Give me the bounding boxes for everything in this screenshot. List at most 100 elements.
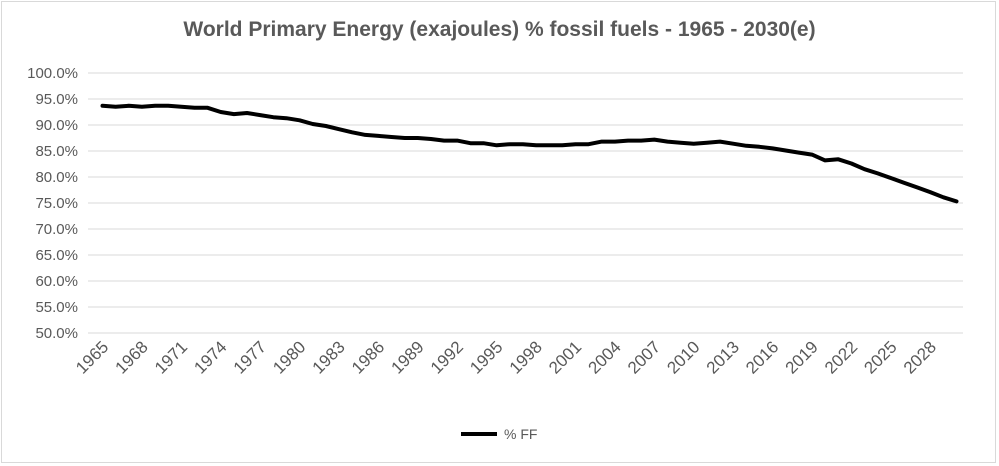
x-tick-label: 2004 <box>585 337 625 377</box>
data-point <box>403 136 407 140</box>
x-tick-label: 1971 <box>151 337 191 377</box>
y-tick-label: 75.0% <box>35 195 78 212</box>
data-point <box>915 185 919 189</box>
data-point <box>784 149 788 152</box>
y-tick-label: 60.0% <box>35 273 78 290</box>
data-point <box>232 112 236 116</box>
data-point <box>468 141 472 145</box>
x-tick-label: 1980 <box>269 337 309 377</box>
x-tick-label: 2025 <box>860 337 900 377</box>
data-point <box>114 105 118 109</box>
data-point <box>298 118 302 122</box>
data-point <box>271 115 275 119</box>
x-tick-label: 2016 <box>742 337 782 377</box>
x-tick-label: 2001 <box>545 337 585 377</box>
data-point <box>127 104 131 108</box>
data-point <box>245 111 249 115</box>
x-tick-label: 2019 <box>782 337 822 377</box>
x-tick-label: 2007 <box>624 337 664 377</box>
data-point <box>337 127 341 131</box>
data-point <box>521 142 525 146</box>
data-point <box>390 135 393 139</box>
data-point <box>534 143 538 147</box>
y-axis-ticks: 100.0% 95.0% 90.0% 85.0% 80.0% 75.0% 70.0% 65.0… <box>27 65 78 342</box>
y-tick-label: 90.0% <box>35 117 78 134</box>
x-tick-label: 1992 <box>427 337 467 377</box>
data-point <box>863 167 866 171</box>
data-point <box>560 143 564 147</box>
data-point <box>101 104 104 108</box>
data-point <box>941 195 945 199</box>
x-tick-label: 2010 <box>663 337 703 377</box>
x-tick-label: 1995 <box>466 337 506 377</box>
legend-label: % FF <box>504 426 537 442</box>
series-layer <box>100 103 959 204</box>
y-tick-label: 80.0% <box>35 169 78 186</box>
data-point <box>508 142 512 146</box>
x-tick-label: 1983 <box>309 337 349 377</box>
x-tick-label: 1989 <box>387 337 427 377</box>
data-point <box>731 142 735 146</box>
data-point <box>679 141 683 145</box>
data-point <box>324 124 328 128</box>
data-point <box>718 140 722 144</box>
series-line-ff <box>100 103 959 204</box>
chart-title: World Primary Energy (exajoules) % fossi… <box>183 18 816 41</box>
x-tick-label: 1977 <box>230 337 270 377</box>
x-tick-label: 1965 <box>72 337 112 377</box>
data-point <box>206 106 210 110</box>
data-point <box>757 145 761 149</box>
data-point <box>429 137 433 141</box>
data-point <box>284 116 288 120</box>
x-tick-label: 1986 <box>348 337 388 377</box>
gridlines <box>88 72 963 334</box>
y-tick-label: 50.0% <box>35 325 78 342</box>
data-point <box>258 113 262 117</box>
x-axis-ticks: 1965 1968 1971 1974 1977 1980 1983 1986 1989 1992… <box>72 337 940 377</box>
x-tick-label: 2028 <box>900 337 940 377</box>
data-point <box>350 130 354 134</box>
x-tick-label: 2013 <box>703 337 743 377</box>
data-point <box>600 140 604 144</box>
data-point <box>771 146 775 150</box>
data-point <box>495 143 499 147</box>
y-tick-label: 100.0% <box>27 65 78 82</box>
data-point <box>876 171 880 175</box>
data-point <box>455 139 459 143</box>
data-point <box>166 104 170 108</box>
data-point <box>666 140 669 144</box>
y-tick-label: 85.0% <box>35 143 78 160</box>
y-tick-label: 95.0% <box>35 91 78 108</box>
y-tick-label: 70.0% <box>35 221 78 238</box>
data-point <box>849 162 853 165</box>
x-tick-label: 1998 <box>506 337 546 377</box>
legend: % FF <box>461 426 537 442</box>
data-point <box>797 151 801 155</box>
data-point <box>442 139 446 143</box>
data-point <box>902 181 906 185</box>
data-point <box>416 136 420 140</box>
data-point <box>547 143 551 147</box>
y-tick-label: 65.0% <box>35 247 78 264</box>
data-point <box>574 142 577 146</box>
data-point <box>823 158 827 162</box>
data-point <box>955 199 958 203</box>
data-point <box>652 138 656 142</box>
data-point <box>482 141 485 145</box>
data-point <box>744 144 748 148</box>
data-point <box>587 142 591 146</box>
y-tick-label: 55.0% <box>35 299 78 316</box>
data-point <box>626 139 630 143</box>
data-point <box>928 190 932 194</box>
data-point <box>639 139 643 143</box>
data-point <box>193 106 196 110</box>
data-point <box>140 105 144 109</box>
data-point <box>889 176 893 180</box>
data-point <box>153 104 157 108</box>
data-point <box>311 122 315 126</box>
data-point <box>376 134 380 138</box>
data-point <box>836 157 840 161</box>
data-point <box>363 133 367 137</box>
